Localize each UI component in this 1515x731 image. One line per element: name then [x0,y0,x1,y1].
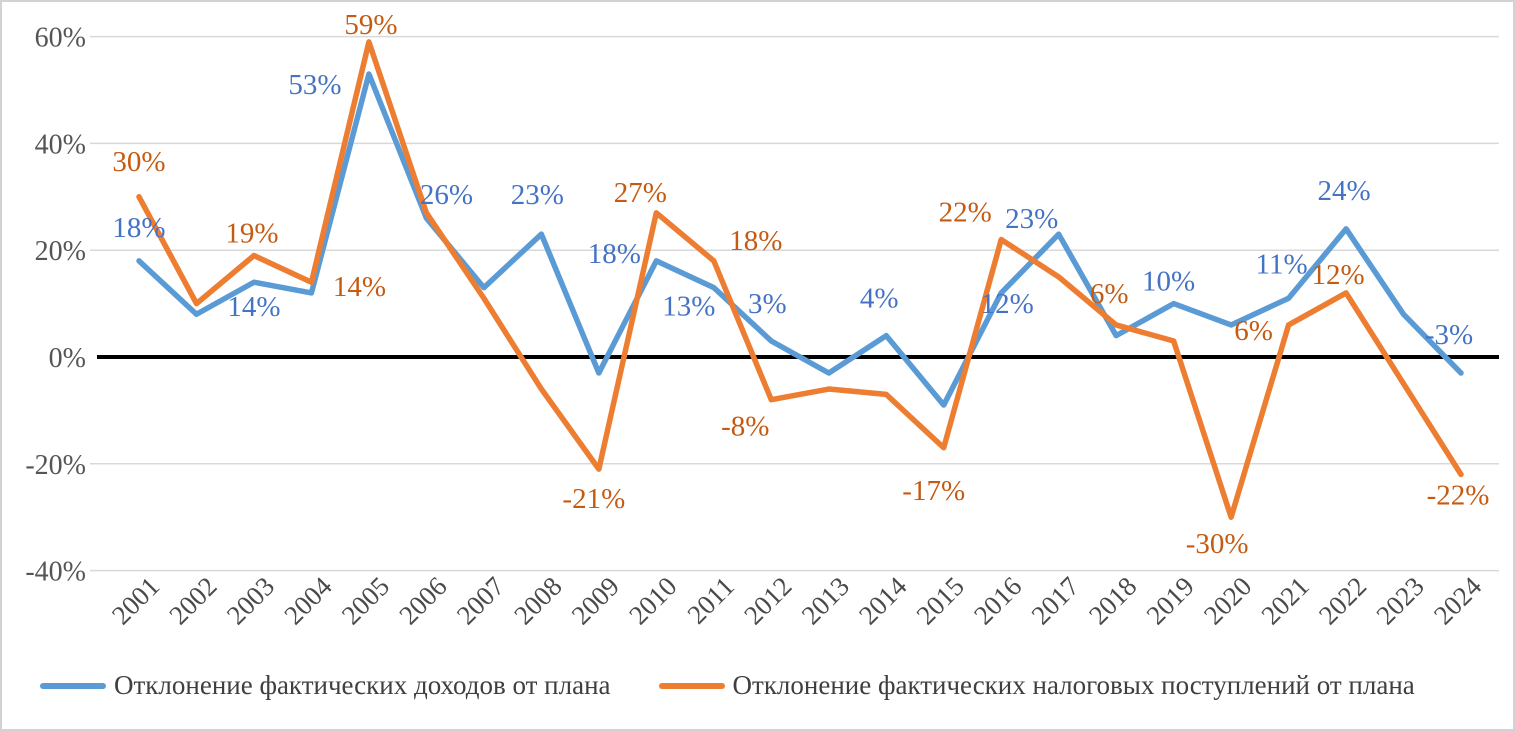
x-axis-tick-label: 2017 [1026,571,1085,630]
data-label: 59% [344,9,397,41]
data-label: 27% [614,177,667,209]
data-label: 10% [1142,266,1195,298]
legend-line-orange-icon [658,682,725,689]
x-axis-tick-label: 2016 [968,571,1027,630]
x-axis-tick-label: 2012 [738,571,797,630]
x-axis-tick-label: 2015 [911,571,970,630]
x-axis-tick-label: 2018 [1083,571,1142,630]
data-label: -3% [1425,319,1473,351]
data-label: 30% [112,146,165,178]
data-label: 18% [112,212,165,244]
x-axis-tick-label: 2013 [796,571,855,630]
x-axis-tick-label: 2001 [106,571,165,630]
y-axis-tick-label: 20% [35,236,86,267]
x-axis-tick-label: 2003 [221,571,280,630]
y-axis-tick-label: -20% [25,450,86,481]
data-label: 3% [748,288,787,320]
data-label: -8% [721,411,769,443]
x-axis-tick-label: 2005 [336,571,395,630]
y-axis-tick-label: 60% [35,23,86,54]
data-label: 12% [981,288,1034,320]
chart-legend: Отклонение фактических доходов от плана … [2,670,1513,701]
data-label: 13% [662,291,715,323]
x-axis-tick-label: 2006 [393,571,452,630]
legend-line-blue-icon [40,682,106,689]
x-axis-tick-label: 2002 [163,571,222,630]
y-axis-tick-label: 40% [35,129,86,160]
x-axis-tick-label: 2004 [278,571,338,631]
x-axis-tick-label: 2010 [623,571,682,630]
x-axis-tick-label: 2021 [1255,571,1314,630]
x-axis-tick-label: 2007 [451,571,510,630]
data-label: 14% [333,271,386,303]
x-axis-tick-label: 2009 [566,571,625,630]
data-label: 14% [227,291,280,323]
data-label: 4% [860,283,899,315]
data-label: 18% [588,238,641,270]
data-label: 6% [1090,278,1129,310]
data-label: -22% [1427,479,1490,511]
x-axis-tick-label: 2022 [1313,571,1372,630]
data-label: 6% [1234,315,1273,347]
data-label: 53% [288,69,341,101]
x-axis-tick-label: 2023 [1370,571,1429,630]
data-label: 18% [729,225,782,257]
x-axis-tick-label: 2014 [853,571,913,631]
series-line-1 [136,39,1464,520]
data-label: -30% [1186,528,1249,560]
data-label: 19% [225,218,278,250]
y-axis-tick-label: 0% [49,343,86,374]
x-axis-tick-label: 2019 [1140,571,1199,630]
x-axis-tick-label: 2020 [1198,571,1257,630]
data-label: 12% [1311,259,1364,291]
x-axis-tick-label: 2011 [681,571,740,630]
data-label: 26% [420,179,473,211]
data-label: 24% [1317,175,1370,207]
series-line-0 [136,71,1464,408]
data-label: -21% [562,483,625,515]
y-axis-tick-label: -40% [25,557,86,588]
legend-item-tax-deviation: Отклонение фактических налоговых поступл… [658,670,1415,701]
legend-label-tax-deviation: Отклонение фактических налоговых поступл… [732,670,1415,700]
data-label: -17% [902,475,965,507]
data-label: 23% [1005,203,1058,235]
legend-label-income-deviation: Отклонение фактических доходов от плана [114,670,611,700]
data-label: 11% [1256,248,1308,280]
data-label: 23% [511,179,564,211]
x-axis-tick-label: 2024 [1428,571,1488,631]
x-axis-tick-label: 2008 [508,571,567,630]
data-label: 22% [939,197,992,229]
line-chart: 60%40%20%0%-20%-40% 200120022003200420052… [25,9,1499,631]
legend-item-income-deviation: Отклонение фактических доходов от плана [40,670,611,701]
